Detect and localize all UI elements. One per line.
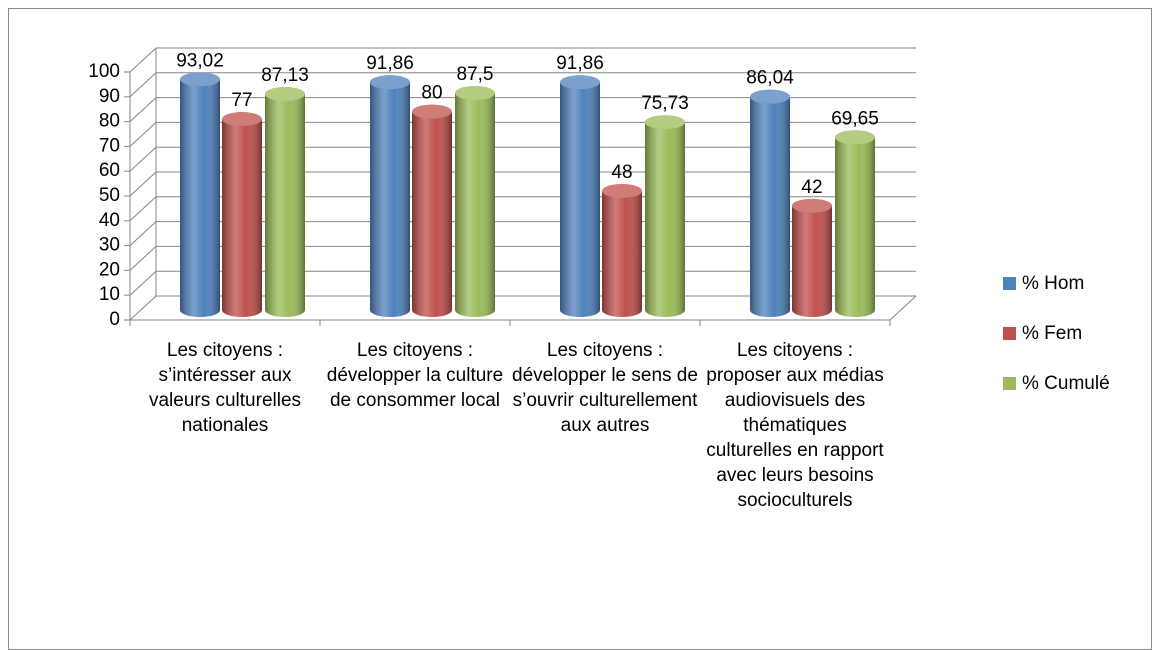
y-tick-label: 100	[88, 61, 120, 82]
grid-line	[129, 270, 157, 296]
grid-line	[129, 72, 157, 98]
bar-top	[412, 104, 452, 119]
value-label: 48	[611, 162, 632, 183]
bar-top-light	[370, 75, 410, 90]
grid-line	[129, 295, 157, 321]
bar-top-light	[645, 115, 685, 130]
bar-shade	[835, 137, 875, 310]
y-tick-label: 20	[99, 259, 120, 280]
bar-top-light	[265, 86, 305, 101]
bar-top	[835, 130, 875, 145]
bar-top	[645, 115, 685, 130]
bar-top	[455, 86, 495, 100]
bar-shade	[602, 190, 642, 310]
y-tick-label: 70	[99, 135, 120, 156]
grid-line	[129, 196, 157, 222]
grid-line	[129, 171, 157, 197]
value-label: 80	[421, 83, 442, 104]
value-label: 69,65	[831, 108, 879, 129]
y-tick-label: 60	[99, 160, 120, 181]
y-tick-label: 30	[99, 235, 120, 256]
bar-top-light	[560, 75, 600, 90]
floor-edge	[889, 295, 917, 321]
x-tick-label: Les citoyens : développer le sens de s’o…	[512, 340, 698, 436]
bar-top	[180, 72, 220, 87]
bar-top-light	[455, 86, 495, 100]
bar-top-light	[750, 89, 790, 104]
bar-shade	[750, 96, 790, 311]
bar-shade	[412, 111, 452, 310]
bar-shade	[370, 82, 410, 311]
bar-shade	[455, 93, 495, 310]
bar-top	[792, 198, 832, 213]
y-tick-label: 40	[99, 210, 120, 231]
grid-line	[129, 47, 157, 73]
bar-shade	[265, 93, 305, 310]
value-label: 87,5	[457, 64, 494, 85]
value-label: 91,86	[556, 53, 604, 74]
bar-shade	[645, 122, 685, 310]
value-label: 77	[231, 90, 252, 111]
bar-top	[370, 75, 410, 90]
x-tick-label: Les citoyens : développer la culture de …	[326, 340, 504, 411]
legend-label: % Cumulé	[1022, 373, 1110, 394]
x-tick-label: Les citoyens : proposer aux médias audio…	[706, 340, 884, 511]
bar-top-light	[180, 72, 220, 87]
y-tick-label: 80	[99, 111, 120, 132]
y-tick-label: 90	[99, 86, 120, 107]
bar-top-light	[835, 130, 875, 145]
value-label: 87,13	[261, 65, 309, 86]
y-tick-label: 50	[99, 185, 120, 206]
bar-top-light	[222, 112, 262, 127]
bar-top	[750, 89, 790, 104]
bar-shade	[792, 205, 832, 310]
bar-top	[602, 183, 642, 198]
bar-shade	[180, 79, 220, 311]
bar-top	[560, 75, 600, 90]
legend-swatch	[1003, 277, 1016, 290]
x-tick-label: Les citoyens : s’intéresser aux valeurs …	[148, 340, 302, 436]
bar-shade	[222, 119, 262, 310]
grid-line	[129, 146, 157, 172]
legend-swatch	[1003, 327, 1016, 340]
legend-label: % Fem	[1022, 323, 1082, 344]
bar-top-light	[792, 198, 832, 213]
grid-line	[129, 221, 157, 246]
value-label: 75,73	[641, 93, 689, 114]
value-label: 42	[801, 177, 822, 198]
grid-line	[129, 122, 157, 147]
value-label: 91,86	[366, 53, 414, 74]
value-label: 93,02	[176, 50, 224, 71]
bar-top-light	[602, 183, 642, 198]
bar-top-light	[412, 104, 452, 119]
bar-top	[265, 86, 305, 101]
bar-shade	[560, 82, 600, 311]
grid-line	[129, 97, 157, 122]
value-label: 86,04	[746, 68, 794, 89]
legend-swatch	[1003, 377, 1016, 390]
y-tick-label: 0	[109, 309, 120, 330]
y-tick-label: 10	[99, 284, 120, 305]
grid-line	[129, 246, 157, 271]
legend-label: % Hom	[1022, 273, 1084, 294]
bar-top	[222, 112, 262, 127]
